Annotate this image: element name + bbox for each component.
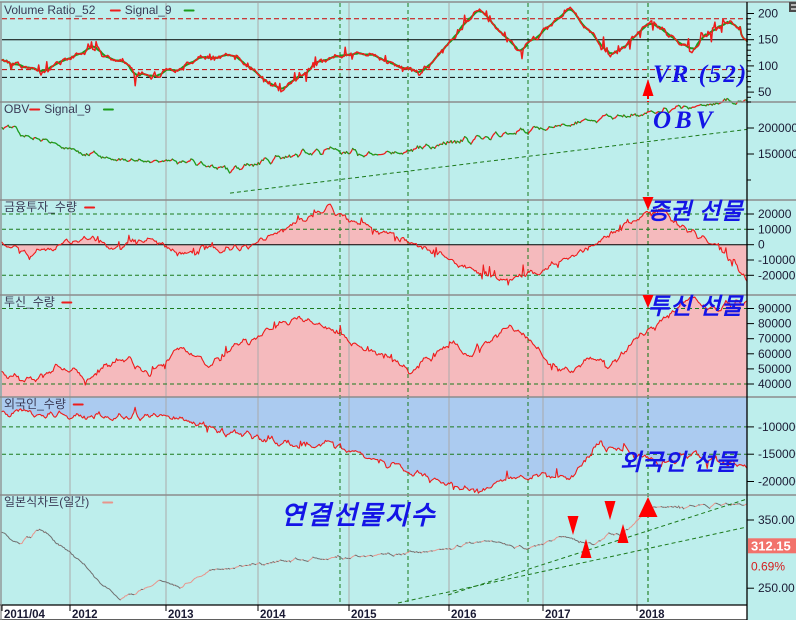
svg-text:-150000: -150000: [758, 447, 796, 461]
svg-text:2016: 2016: [451, 609, 477, 620]
svg-text:100: 100: [758, 59, 778, 73]
svg-text:350.00: 350.00: [758, 513, 795, 527]
svg-text:Volume Ratio_52: Volume Ratio_52: [4, 3, 96, 17]
svg-text:150: 150: [758, 33, 778, 47]
svg-text:OBV: OBV: [4, 102, 29, 116]
svg-text:80000: 80000: [758, 317, 792, 331]
svg-text:2011/04: 2011/04: [4, 609, 46, 620]
svg-text:2015: 2015: [351, 609, 377, 620]
svg-text:50: 50: [758, 85, 772, 99]
svg-text:0.69%: 0.69%: [751, 559, 785, 573]
svg-text:외국인 선물: 외국인 선물: [620, 450, 739, 475]
svg-text:VR (52): VR (52): [653, 61, 748, 88]
svg-text:10000: 10000: [758, 222, 792, 236]
svg-text:20000: 20000: [758, 207, 792, 221]
svg-text:2018: 2018: [639, 609, 665, 620]
svg-text:금융투자_수량: 금융투자_수량: [4, 200, 77, 214]
svg-text:투신_수량: 투신_수량: [4, 295, 55, 309]
svg-text:2013: 2013: [168, 609, 194, 620]
svg-text:90000: 90000: [758, 302, 792, 316]
svg-text:Signal_9: Signal_9: [44, 102, 91, 116]
svg-text:60000: 60000: [758, 347, 792, 361]
svg-text:200: 200: [758, 7, 778, 21]
svg-text:연결선물지수: 연결선물지수: [281, 501, 437, 530]
svg-text:150000: 150000: [758, 147, 796, 161]
svg-text:50000: 50000: [758, 362, 792, 376]
svg-text:-200000: -200000: [758, 475, 796, 489]
svg-text:70000: 70000: [758, 332, 792, 346]
svg-text:투신 선물: 투신 선물: [648, 294, 745, 319]
svg-text:2014: 2014: [260, 609, 286, 620]
svg-text:2017: 2017: [545, 609, 571, 620]
svg-text:OBV: OBV: [653, 107, 716, 134]
svg-text:외국인_수량: 외국인_수량: [4, 397, 66, 411]
svg-text:-20000: -20000: [758, 268, 796, 282]
svg-text:2012: 2012: [72, 609, 98, 620]
svg-text:40000: 40000: [758, 377, 792, 391]
svg-text:312.15: 312.15: [751, 538, 791, 553]
svg-text:0: 0: [758, 238, 765, 252]
svg-text:일본식차트(일간): 일본식차트(일간): [4, 495, 89, 509]
svg-text:250.00: 250.00: [758, 581, 795, 595]
svg-text:증권 선물: 증권 선물: [648, 199, 745, 224]
svg-text:200000: 200000: [758, 121, 796, 135]
svg-text:-10000: -10000: [758, 253, 796, 267]
svg-text:Signal_9: Signal_9: [125, 3, 172, 17]
